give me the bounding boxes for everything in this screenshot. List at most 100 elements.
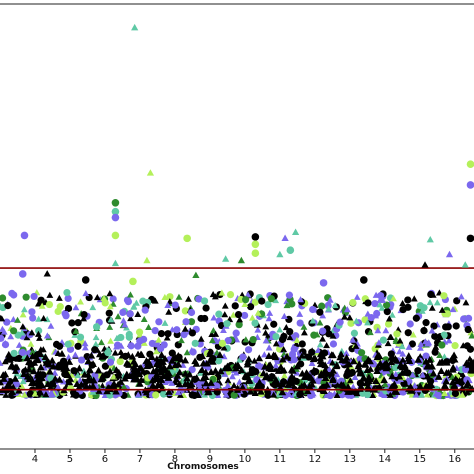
data-point: [222, 391, 230, 398]
data-point: [375, 339, 383, 346]
plot-frame: [0, 3, 474, 450]
data-point: [388, 311, 396, 318]
data-point: [265, 344, 273, 351]
x-tick-label: 5: [67, 454, 73, 465]
data-point: [190, 391, 199, 400]
data-point: [38, 298, 46, 307]
data-point: [125, 333, 133, 341]
data-point: [438, 341, 446, 349]
data-point: [319, 312, 327, 319]
data-point: [155, 336, 163, 343]
data-point: [379, 336, 388, 344]
x-tick-label: 12: [308, 454, 321, 465]
data-point: [432, 390, 440, 397]
data-point: [388, 372, 396, 380]
data-point: [258, 297, 266, 305]
data-point: [62, 312, 70, 320]
data-point: [237, 366, 246, 374]
data-point: [130, 303, 138, 310]
highlighted-point: [360, 276, 368, 284]
data-point: [249, 335, 257, 344]
data-point: [63, 288, 71, 297]
data-point: [159, 372, 168, 380]
data-point: [126, 310, 134, 318]
data-point: [349, 298, 357, 307]
data-point: [202, 379, 210, 387]
data-point: [10, 291, 18, 299]
data-point: [396, 348, 403, 355]
data-point: [4, 350, 13, 358]
data-point: [382, 327, 390, 334]
data-point: [209, 290, 217, 298]
data-point: [350, 329, 359, 337]
data-point: [136, 331, 144, 338]
data-point: [341, 313, 348, 320]
data-point: [234, 310, 243, 319]
data-point: [200, 297, 209, 305]
data-point: [363, 378, 371, 386]
data-point: [78, 391, 86, 398]
data-point: [177, 336, 185, 344]
data-point: [387, 358, 396, 366]
data-point: [28, 308, 36, 316]
data-point: [404, 354, 413, 362]
data-point: [321, 374, 330, 381]
data-point: [127, 315, 135, 322]
highlighted-point: [426, 235, 434, 243]
data-point: [279, 355, 287, 363]
data-point: [25, 358, 33, 365]
data-point: [107, 337, 115, 344]
data-point: [373, 363, 382, 371]
data-point: [380, 376, 388, 384]
data-point: [416, 344, 424, 351]
data-point: [89, 304, 97, 311]
data-point: [101, 299, 109, 307]
data-point: [376, 301, 384, 308]
data-point: [321, 361, 329, 369]
data-point: [422, 382, 431, 390]
data-point: [373, 367, 381, 374]
data-point: [224, 337, 232, 345]
data-point: [171, 301, 179, 309]
data-point: [36, 370, 45, 378]
data-point: [371, 299, 379, 308]
data-point: [348, 387, 356, 395]
data-point: [111, 349, 119, 356]
data-point: [15, 341, 23, 348]
data-point: [110, 380, 119, 388]
data-point: [46, 291, 54, 298]
data-point: [316, 341, 324, 348]
data-point: [231, 302, 239, 310]
data-point: [230, 382, 238, 389]
data-point: [429, 369, 438, 377]
data-point: [329, 351, 337, 359]
data-point: [11, 363, 20, 371]
data-point: [300, 381, 309, 388]
data-point: [331, 301, 339, 309]
data-point: [288, 379, 296, 387]
data-point: [325, 365, 333, 372]
data-point: [80, 370, 89, 378]
data-point: [283, 302, 291, 309]
data-point: [77, 380, 86, 388]
data-point: [215, 310, 223, 318]
data-point: [337, 350, 345, 358]
data-point: [35, 315, 43, 322]
data-point: [230, 391, 238, 399]
data-point: [22, 293, 30, 301]
data-point: [191, 339, 199, 347]
data-point: [324, 301, 332, 310]
data-point: [198, 352, 207, 360]
data-point: [92, 334, 100, 341]
data-point: [364, 299, 372, 307]
data-point: [38, 381, 46, 388]
data-point: [54, 383, 62, 390]
data-point: [261, 373, 270, 381]
data-point: [3, 318, 11, 326]
highlighted-point: [111, 213, 120, 222]
data-point: [345, 360, 353, 368]
data-point: [65, 353, 73, 361]
data-point: [316, 350, 325, 358]
data-point: [130, 365, 138, 373]
